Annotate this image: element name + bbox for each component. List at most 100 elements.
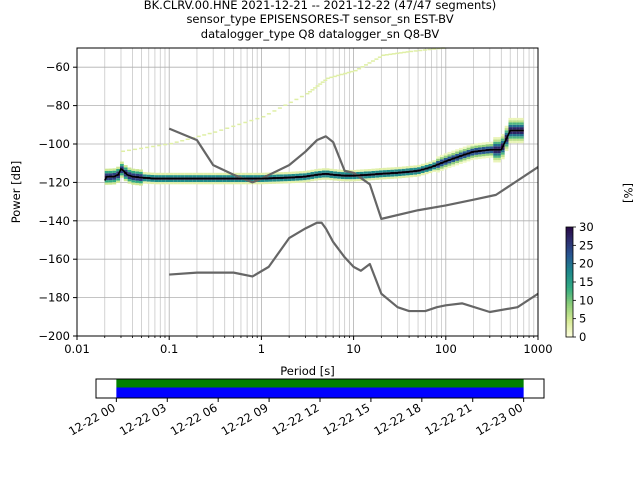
psd-cell bbox=[287, 178, 292, 182]
psd-cell bbox=[234, 179, 239, 183]
colorbar-tick-label: 15 bbox=[579, 275, 594, 289]
psd-cell bbox=[413, 167, 418, 170]
psd-cell bbox=[255, 117, 260, 120]
psd-cell bbox=[207, 179, 212, 183]
psd-cell bbox=[306, 177, 311, 180]
psd-cell bbox=[493, 160, 498, 163]
psd-cell bbox=[219, 129, 224, 131]
psd-cell bbox=[413, 50, 418, 52]
psd-cell bbox=[192, 175, 197, 178]
colorbar-segment bbox=[566, 316, 573, 320]
psd-cell bbox=[249, 175, 254, 178]
psd-cell bbox=[321, 170, 326, 173]
colorbar-segment bbox=[566, 247, 573, 250]
psd-cell bbox=[497, 150, 501, 154]
psd-cell bbox=[481, 156, 486, 159]
psd-cell bbox=[199, 172, 204, 176]
colorbar-segment bbox=[566, 324, 573, 327]
psd-cell bbox=[348, 172, 353, 175]
psd-cell bbox=[146, 172, 151, 175]
psd-cell bbox=[196, 182, 200, 185]
colorbar-segment bbox=[566, 291, 573, 294]
psd-cell bbox=[418, 49, 423, 52]
psd-cell bbox=[439, 166, 444, 169]
psd-cell bbox=[180, 139, 185, 142]
minor-grid-lines bbox=[104, 48, 535, 336]
psd-cell bbox=[295, 178, 300, 181]
colorbar-tick-label: 25 bbox=[579, 238, 594, 252]
psd-cell bbox=[374, 58, 379, 60]
psd-cell bbox=[516, 140, 520, 144]
psd-cell bbox=[424, 169, 429, 172]
colorbar-tick-label: 30 bbox=[579, 220, 594, 234]
psd-cell bbox=[455, 163, 459, 166]
psd-cell bbox=[478, 156, 482, 159]
psd-cell bbox=[470, 157, 475, 161]
psd-cell bbox=[211, 179, 216, 183]
colorbar-segment bbox=[566, 283, 573, 287]
colorbar-segment bbox=[566, 333, 573, 336]
psd-cell bbox=[359, 171, 364, 175]
psd-cell bbox=[302, 173, 307, 176]
psd-cell bbox=[184, 179, 189, 183]
psd-cell bbox=[466, 154, 471, 157]
colorbar-segment bbox=[566, 256, 573, 259]
psd-cell bbox=[202, 134, 207, 136]
psd-cell bbox=[116, 171, 120, 174]
x-axis-label: Period [s] bbox=[280, 364, 334, 378]
psd-cell bbox=[455, 158, 459, 161]
psd-cell bbox=[207, 182, 212, 185]
colorbar-segment bbox=[566, 298, 573, 301]
psd-cell bbox=[230, 182, 235, 185]
psd-cell bbox=[485, 146, 490, 149]
psd-cell bbox=[447, 154, 452, 157]
psd-cell bbox=[199, 175, 204, 178]
psd-cell bbox=[493, 144, 498, 147]
psd-cell bbox=[519, 120, 524, 123]
psd-cell bbox=[432, 160, 437, 163]
psd-cell bbox=[481, 153, 486, 157]
psd-cell bbox=[123, 165, 128, 168]
timeline-tick-label: 12-22 21 bbox=[422, 400, 474, 438]
psd-cell bbox=[104, 177, 109, 181]
psd-cell bbox=[451, 164, 456, 167]
psd-cell bbox=[508, 131, 513, 135]
psd-cell bbox=[516, 122, 520, 125]
psd-cell bbox=[279, 174, 284, 177]
psd-cell bbox=[146, 179, 151, 182]
psd-cell bbox=[108, 180, 113, 183]
psd-cell bbox=[127, 181, 132, 184]
y-axis-label: Power [dB] bbox=[9, 161, 23, 224]
psd-cell bbox=[497, 139, 501, 142]
colorbar-segment bbox=[566, 241, 573, 244]
psd-cell bbox=[436, 170, 440, 173]
psd-cell bbox=[500, 133, 505, 137]
colorbar-segment bbox=[566, 305, 573, 309]
psd-cell bbox=[192, 182, 197, 185]
colorbar-segment bbox=[566, 282, 573, 285]
psd-cell bbox=[294, 98, 299, 101]
psd-cell bbox=[364, 64, 369, 66]
psd-cell bbox=[474, 152, 479, 155]
psd-cell bbox=[161, 172, 166, 176]
psd-cell bbox=[135, 169, 140, 172]
psd-cell bbox=[283, 171, 288, 175]
x-tick-label: 1 bbox=[258, 342, 265, 356]
psd-cell bbox=[310, 172, 315, 175]
psd-cell bbox=[313, 87, 318, 89]
psd-cell bbox=[504, 134, 509, 138]
psd-cell bbox=[219, 175, 223, 178]
psd-cell bbox=[493, 139, 498, 142]
psd-cell bbox=[485, 144, 490, 147]
psd-cell bbox=[133, 148, 138, 151]
psd-cell bbox=[381, 54, 386, 57]
psd-cell bbox=[519, 117, 524, 121]
psd-cell bbox=[272, 174, 277, 177]
psd-cell bbox=[299, 180, 303, 183]
psd-cell bbox=[409, 165, 414, 169]
colorbar-segment bbox=[566, 252, 573, 255]
psd-cell bbox=[203, 182, 208, 185]
timeline-tick-label: 12-22 09 bbox=[219, 400, 271, 438]
psd-cell bbox=[384, 54, 389, 56]
psd-cell bbox=[512, 138, 517, 141]
